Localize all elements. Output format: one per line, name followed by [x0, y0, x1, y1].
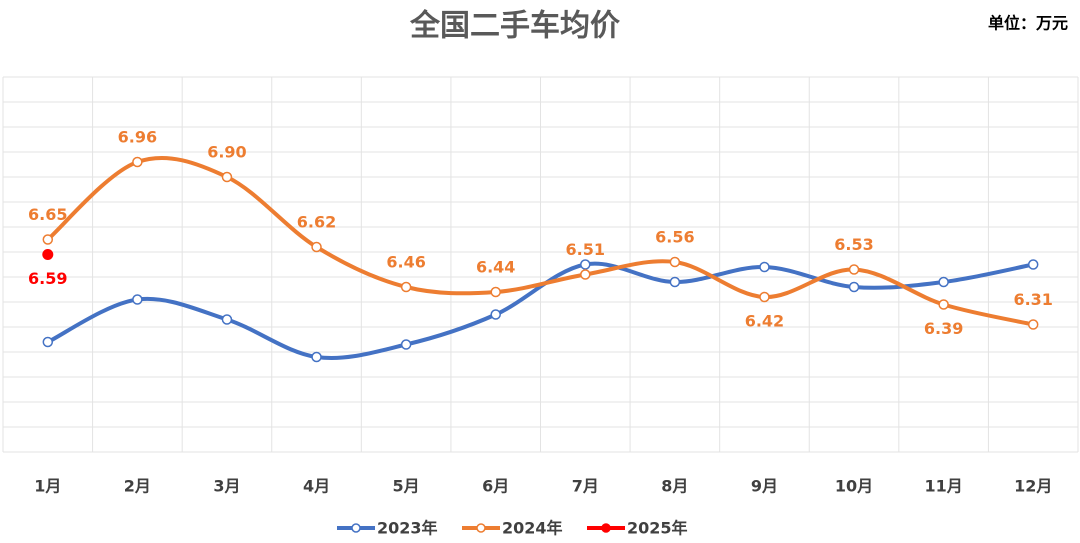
data-point [1027, 319, 1039, 330]
data-label: 6.51 [566, 240, 605, 259]
x-tick-label: 7月 [572, 477, 599, 496]
data-label: 6.65 [28, 205, 67, 224]
x-tick-label: 6月 [482, 477, 509, 496]
data-point [848, 281, 860, 293]
data-point [42, 249, 54, 260]
data-point [759, 291, 770, 303]
legend-label: 2025年 [627, 519, 688, 538]
legend-label: 2023年 [377, 519, 438, 538]
data-label: 6.96 [118, 128, 157, 147]
data-label: 6.44 [476, 258, 515, 277]
data-point [132, 294, 143, 305]
x-tick-label: 10月 [835, 477, 873, 496]
data-point [759, 261, 770, 273]
legend-label: 2024年 [502, 519, 563, 538]
data-label: 6.56 [655, 228, 694, 247]
data-label: 6.59 [28, 269, 67, 288]
data-point [938, 299, 949, 310]
data-label: 6.46 [386, 253, 425, 272]
x-tick-label: 8月 [661, 477, 688, 496]
data-point [221, 314, 233, 325]
data-point [580, 269, 591, 280]
data-point [221, 171, 233, 183]
data-point [42, 234, 54, 245]
data-point [669, 256, 681, 268]
legend-marker [601, 523, 611, 533]
data-point [42, 336, 54, 348]
x-tick-label: 1月 [34, 477, 61, 496]
data-label: 6.39 [924, 319, 963, 338]
data-point [490, 309, 501, 320]
data-point [669, 276, 681, 288]
data-point [580, 259, 591, 270]
data-point [400, 339, 412, 350]
x-tick-label: 12月 [1014, 477, 1052, 496]
data-point [1027, 259, 1039, 270]
x-tick-label: 2月 [124, 477, 151, 496]
x-tick-label: 3月 [213, 477, 240, 496]
x-tick-label: 4月 [303, 477, 330, 496]
x-tick-label: 9月 [751, 477, 778, 496]
data-label: 6.62 [297, 213, 336, 232]
data-label: 6.42 [745, 312, 784, 331]
x-tick-label: 11月 [924, 477, 962, 496]
series-line [45, 261, 1036, 360]
x-tick-label: 5月 [393, 477, 420, 496]
data-point [400, 281, 412, 293]
legend-marker [476, 523, 486, 533]
data-point [311, 351, 322, 363]
unit-label: 单位：万元 [988, 14, 1068, 33]
data-point [490, 286, 501, 298]
data-point [938, 276, 949, 288]
chart-title: 全国二手车均价 [409, 9, 620, 44]
legend: 2023年 2024年 2025年 [337, 519, 688, 538]
legend-marker [351, 523, 361, 533]
data-label: 6.31 [1013, 290, 1052, 309]
data-point [311, 241, 322, 253]
data-point [132, 156, 143, 168]
data-point [848, 264, 860, 275]
data-label: 6.90 [207, 143, 246, 162]
data-label: 6.53 [834, 235, 873, 254]
